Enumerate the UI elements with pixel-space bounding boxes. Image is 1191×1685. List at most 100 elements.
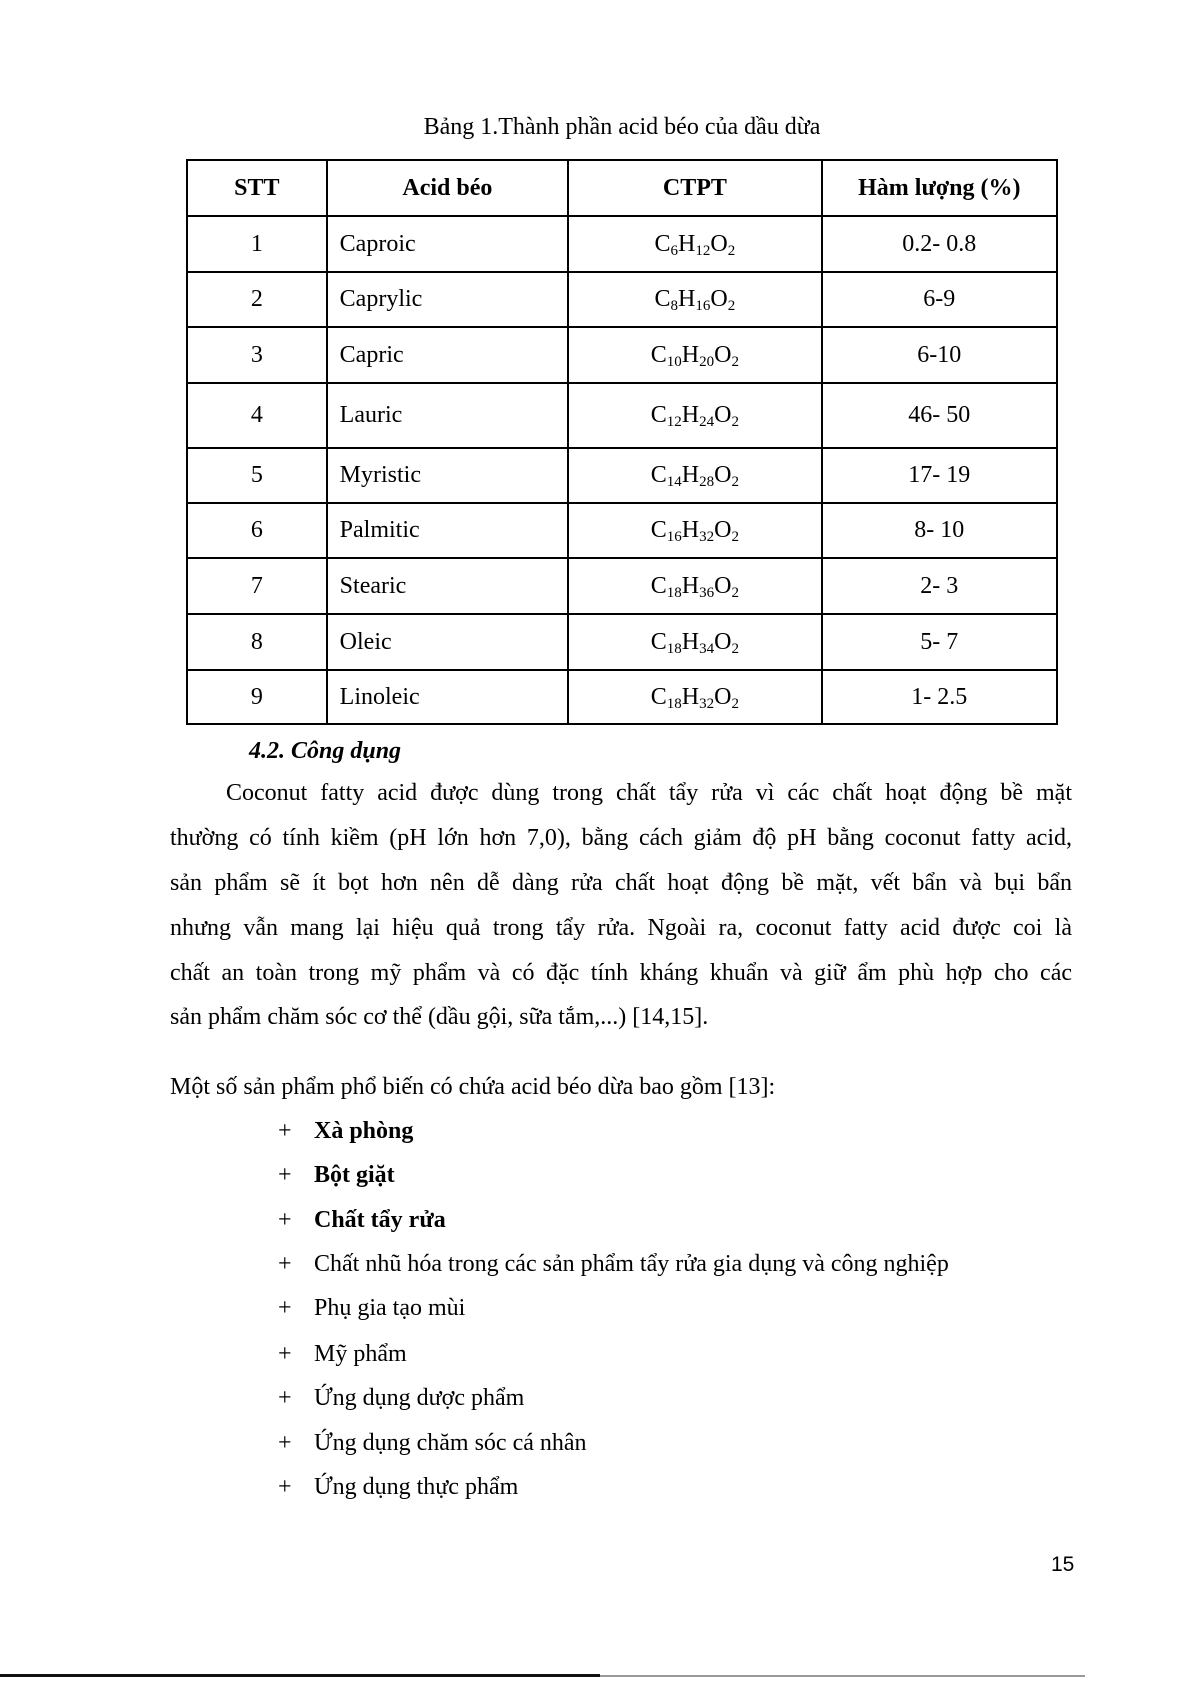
formula-part: H xyxy=(678,286,696,312)
cell-formula: C18H34O2 xyxy=(567,613,823,671)
paragraph-line: nhưng vẫn mang lại hiệu quả trong tẩy rử… xyxy=(170,915,1072,941)
paragraph-line: thường có tính kiềm (pH lớn hơn 7,0), bằ… xyxy=(170,825,1072,851)
intro-text: Một số sản phẩm phổ biến có chứa acid bé… xyxy=(170,1074,776,1100)
cell-stt: 6 xyxy=(186,502,328,559)
cell-acid: Lauric xyxy=(325,382,570,449)
cell-stt: 7 xyxy=(186,557,328,615)
cell-acid: Myristic xyxy=(325,447,570,504)
formula-subscript: 10 xyxy=(666,353,682,370)
bullet-item: + Xà phòng xyxy=(278,1118,413,1145)
formula-subscript: 12 xyxy=(666,414,682,430)
cell-acid: Linoleic xyxy=(325,669,570,725)
cell-content: 17- 19 xyxy=(820,447,1059,504)
table-row: 4 Lauric C12H24O2 46- 50 xyxy=(186,382,1059,449)
bullet-marker: + xyxy=(278,1207,292,1233)
table-caption: Bảng 1.Thành phần acid béo của dầu dừa xyxy=(423,114,821,140)
bottom-divider-light xyxy=(600,1675,1085,1677)
cell-content: 8- 10 xyxy=(820,502,1059,559)
bullet-marker: + xyxy=(278,1430,292,1456)
bullet-item: + Mỹ phẩm xyxy=(278,1341,407,1368)
formula-subscript: 36 xyxy=(699,584,715,601)
cell-formula: C16H32O2 xyxy=(567,502,823,559)
formula-subscript: 2 xyxy=(727,242,736,259)
formula-subscript: 14 xyxy=(666,474,682,490)
formula-subscript: 12 xyxy=(695,242,711,259)
paragraph-line: chất an toàn trong mỹ phẩm và có đặc tín… xyxy=(170,960,1072,986)
formula-part: C xyxy=(650,462,667,488)
cell-content: 0.2- 0.8 xyxy=(820,215,1059,273)
cell-acid: Caprylic xyxy=(325,271,570,328)
cell-content: 1- 2.5 xyxy=(820,669,1059,725)
formula-part: C xyxy=(650,341,667,368)
formula-part: H xyxy=(681,462,700,488)
cell-acid: Caproic xyxy=(325,215,570,273)
cell-stt: 4 xyxy=(186,382,328,449)
bullet-text: Bột giặt xyxy=(314,1162,395,1188)
bullet-marker: + xyxy=(278,1474,292,1500)
formula-part: H xyxy=(681,517,700,543)
formula-subscript: 24 xyxy=(699,414,715,430)
paragraph-line: sản phẩm sẽ ít bọt hơn nên dễ dàng rửa c… xyxy=(170,870,1072,896)
formula-subscript: 18 xyxy=(666,584,682,601)
cell-formula: C18H36O2 xyxy=(567,557,823,615)
formula-subscript: 6 xyxy=(670,242,679,259)
bullet-text: Mỹ phẩm xyxy=(314,1341,407,1367)
bullet-text: Phụ gia tạo mùi xyxy=(314,1295,466,1321)
bullet-marker: + xyxy=(278,1385,292,1411)
formula-subscript: 28 xyxy=(699,474,715,490)
bullet-text: Chất tẩy rửa xyxy=(314,1207,446,1233)
formula-subscript: 18 xyxy=(666,695,682,712)
formula-part: C xyxy=(650,517,667,543)
formula-part: C xyxy=(650,572,667,599)
formula-part: O xyxy=(714,402,732,428)
formula-subscript: 20 xyxy=(699,353,715,370)
formula-subscript: 2 xyxy=(731,529,739,545)
table-row: 1 Caproic C6H12O2 0.2- 0.8 xyxy=(186,215,1059,273)
cell-content: 6-10 xyxy=(820,326,1059,384)
formula-part: H xyxy=(681,341,700,368)
formula-part: H xyxy=(681,628,700,655)
formula-part: C xyxy=(650,683,667,710)
table-row: 9 Linoleic C18H32O2 1- 2.5 xyxy=(186,669,1059,725)
formula-part: O xyxy=(714,572,732,599)
bullet-item: + Ứng dụng chăm sóc cá nhân xyxy=(278,1430,587,1457)
formula-part: O xyxy=(714,462,732,488)
table-row: 6 Palmitic C16H32O2 8- 10 xyxy=(186,502,1059,559)
cell-content: 46- 50 xyxy=(820,382,1059,449)
header-formula: CTPT xyxy=(567,159,823,217)
table-row: 2 Caprylic C8H16O2 6-9 xyxy=(186,271,1059,328)
formula-part: O xyxy=(714,341,732,368)
cell-stt: 8 xyxy=(186,613,328,671)
formula-subscript: 8 xyxy=(670,298,679,314)
table-header-row: STT Acid béo CTPT Hàm lượng (%) xyxy=(186,159,1059,217)
bullet-item: + Chất nhũ hóa trong các sản phẩm tẩy rửa… xyxy=(278,1251,949,1278)
bullet-text: Ứng dụng dược phẩm xyxy=(314,1385,525,1411)
cell-stt: 1 xyxy=(186,215,328,273)
bullet-text: Ứng dụng chăm sóc cá nhân xyxy=(314,1430,587,1456)
formula-subscript: 16 xyxy=(666,529,682,545)
header-acid: Acid béo xyxy=(325,159,570,217)
paragraph-line: sản phẩm chăm sóc cơ thể (dầu gội, sữa t… xyxy=(170,1004,709,1030)
table-row: 7 Stearic C18H36O2 2- 3 xyxy=(186,557,1059,615)
table-row: 5 Myristic C14H28O2 17- 19 xyxy=(186,447,1059,504)
formula-subscript: 16 xyxy=(695,298,711,314)
formula-subscript: 2 xyxy=(731,414,739,430)
formula-part: O xyxy=(710,230,728,257)
cell-acid: Stearic xyxy=(325,557,570,615)
table-row: 3 Capric C10H20O2 6-10 xyxy=(186,326,1059,384)
formula-part: H xyxy=(681,683,700,710)
cell-formula: C18H32O2 xyxy=(567,669,823,725)
cell-stt: 2 xyxy=(186,271,328,328)
cell-acid: Capric xyxy=(325,326,570,384)
bullet-marker: + xyxy=(278,1295,292,1321)
formula-part: H xyxy=(678,230,696,257)
formula-subscript: 2 xyxy=(731,695,739,712)
formula-part: C xyxy=(654,230,671,257)
cell-stt: 9 xyxy=(186,669,328,725)
cell-stt: 5 xyxy=(186,447,328,504)
bullet-text: Xà phòng xyxy=(314,1118,414,1144)
formula-part: C xyxy=(650,402,667,428)
formula-subscript: 2 xyxy=(727,298,736,314)
formula-subscript: 32 xyxy=(699,695,715,712)
formula-part: C xyxy=(650,628,667,655)
